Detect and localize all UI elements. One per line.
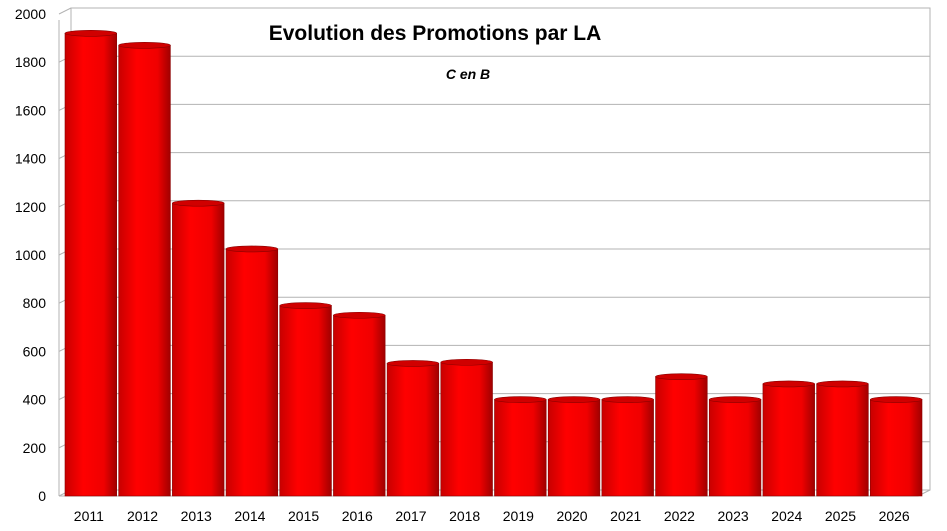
bar-2021: [601, 396, 654, 497]
bars: [64, 29, 923, 497]
bar-body: [333, 314, 386, 497]
bar-top: [440, 358, 493, 366]
bar-top: [386, 360, 440, 367]
x-tick-label: 2026: [879, 508, 910, 524]
bar-body: [601, 399, 654, 497]
bar-2022: [655, 373, 708, 497]
bar-top: [118, 42, 171, 49]
bar-top: [333, 311, 386, 319]
y-tick-label: 1400: [15, 151, 46, 167]
x-tick-label: 2021: [610, 508, 641, 524]
x-tick-label: 2020: [556, 508, 587, 524]
bar-2012: [118, 42, 171, 497]
x-tick-label: 2018: [449, 508, 480, 524]
bar-body: [64, 32, 117, 497]
y-tick-label: 200: [23, 440, 47, 456]
bar-2015: [279, 302, 332, 497]
x-tick-label: 2014: [234, 508, 265, 524]
bar-body: [172, 202, 225, 497]
bar-body: [225, 248, 279, 497]
y-tick-label: 0: [38, 488, 46, 504]
bar-top: [494, 396, 547, 403]
bar-body: [440, 361, 493, 497]
bar-2024: [762, 380, 815, 497]
bar-top: [655, 373, 708, 381]
bar-top: [225, 245, 279, 253]
y-tick-label: 1600: [15, 102, 46, 118]
bar-top: [64, 29, 117, 37]
chart-title: Evolution des Promotions par LA: [269, 22, 602, 45]
bar-2013: [172, 199, 225, 497]
x-tick-label: 2011: [74, 508, 104, 524]
bar-body: [708, 399, 762, 497]
bar-2011: [64, 29, 117, 497]
bar-top: [547, 396, 601, 403]
bar-body: [870, 399, 923, 497]
chart-subtitle: C en B: [446, 66, 490, 82]
y-tick-label: 1800: [15, 54, 46, 70]
bar-2014: [225, 245, 279, 497]
bar-2020: [547, 396, 601, 497]
gridline-side: [58, 7, 72, 15]
bar-body: [816, 383, 869, 497]
x-tick-label: 2019: [503, 508, 534, 524]
bar-body: [279, 305, 332, 497]
x-axis-ticks: 2011 2012 2013 2014 2015 2016 2017 2018 2019 2020…: [74, 508, 910, 524]
bar-2019: [494, 396, 547, 497]
x-tick-label: 2015: [288, 508, 319, 524]
y-tick-label: 1000: [15, 247, 46, 263]
bar-top: [708, 396, 762, 403]
y-tick-label: 2000: [15, 6, 46, 22]
bar-body: [547, 399, 601, 497]
y-tick-label: 800: [23, 295, 47, 311]
y-tick-label: 400: [23, 392, 47, 408]
y-tick-label: 600: [23, 343, 47, 359]
x-tick-label: 2016: [342, 508, 373, 524]
x-tick-label: 2012: [127, 508, 158, 524]
bar-top: [601, 396, 654, 403]
y-axis-ticks: 0 200 400 600 800 1000 1200 1400 1600 1800 2000: [15, 6, 46, 504]
bar-body: [655, 376, 708, 497]
x-tick-label: 2023: [718, 508, 749, 524]
y-tick-label: 1200: [15, 199, 46, 215]
x-tick-label: 2013: [181, 508, 212, 524]
bar-2016: [333, 311, 386, 497]
bar-2025: [816, 380, 869, 497]
bar-2018: [440, 358, 493, 497]
x-tick-label: 2017: [395, 508, 426, 524]
bar-2017: [386, 360, 440, 497]
x-tick-label: 2025: [825, 508, 856, 524]
bar-body: [494, 399, 547, 497]
bar-top: [279, 302, 332, 309]
bar-top: [870, 396, 923, 403]
bar-2023: [708, 396, 762, 497]
bar-top: [762, 380, 815, 388]
bar-2026: [870, 396, 923, 497]
bar-body: [118, 45, 171, 497]
x-tick-label: 2024: [771, 508, 802, 524]
bar-top: [172, 199, 225, 207]
bar-body: [386, 363, 440, 497]
bar-body: [762, 383, 815, 497]
x-tick-label: 2022: [664, 508, 695, 524]
bar-top: [816, 380, 869, 388]
